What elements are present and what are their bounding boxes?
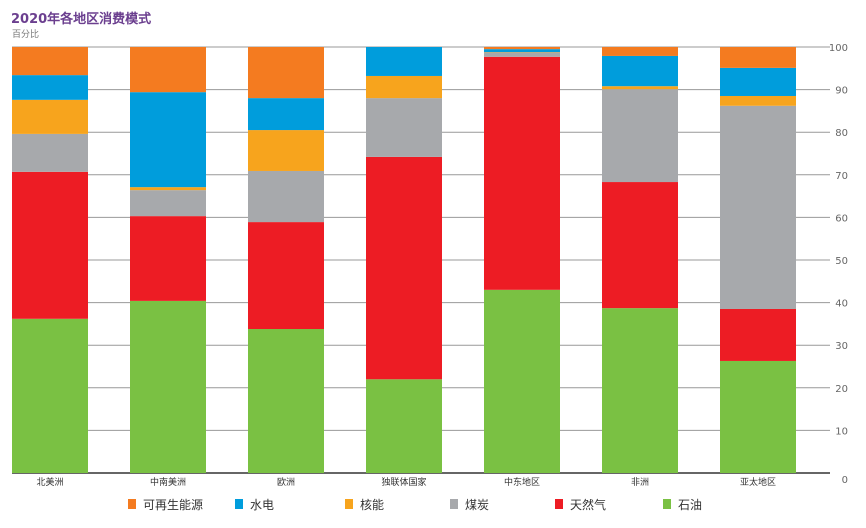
bar-segment <box>484 49 560 53</box>
bar-segment <box>130 300 206 473</box>
y-tick-label: 20 <box>835 384 848 395</box>
bar-segment <box>248 329 324 473</box>
legend-swatch <box>128 499 136 509</box>
x-category-label: 北美洲 <box>36 476 63 488</box>
legend-swatch <box>663 499 671 509</box>
bar-segment <box>248 170 324 223</box>
y-tick-label: 100 <box>829 43 848 54</box>
y-tick-label: 40 <box>835 299 848 310</box>
bar-segment <box>484 52 560 57</box>
y-tick-label: 0 <box>842 475 848 486</box>
bar-segment <box>602 47 678 56</box>
x-category-label: 亚太地区 <box>740 476 776 488</box>
bar-segment <box>602 182 678 309</box>
bar-segment <box>130 216 206 301</box>
bar-segment <box>12 171 88 319</box>
y-tick-label: 90 <box>835 86 848 97</box>
bar-segment <box>130 187 206 191</box>
bar-segment <box>720 105 796 309</box>
legend-label: 水电 <box>250 498 274 512</box>
bar-segment <box>484 289 560 473</box>
y-tick-label: 10 <box>835 426 848 437</box>
bar-segment <box>130 47 206 93</box>
bar-segment <box>602 308 678 473</box>
bar-segment <box>130 92 206 188</box>
x-category-label: 中南美洲 <box>150 476 186 488</box>
bar-segment <box>602 89 678 183</box>
bar-segment <box>366 156 442 380</box>
y-tick-label: 80 <box>835 128 848 139</box>
bar-segment <box>248 130 324 171</box>
legend-label: 石油 <box>678 498 702 512</box>
y-tick-label: 50 <box>835 256 848 267</box>
bar-segment <box>366 379 442 473</box>
legend-swatch <box>235 499 243 509</box>
bar-segment <box>366 98 442 157</box>
bar-segment <box>12 99 88 134</box>
bar-segment <box>248 98 324 131</box>
bar-segment <box>12 318 88 473</box>
bar-segment <box>12 133 88 172</box>
bar-segment <box>130 190 206 217</box>
y-tick-label: 70 <box>835 171 848 182</box>
bar-segment <box>366 75 442 99</box>
y-tick-label: 30 <box>835 341 848 352</box>
x-category-label: 中东地区 <box>504 476 540 488</box>
chart-subtitle: 百分比 <box>12 30 40 40</box>
bar-segment <box>720 67 796 96</box>
bar-segment <box>12 75 88 100</box>
y-tick-label: 60 <box>835 213 848 224</box>
legend-swatch <box>450 499 458 509</box>
bar-segment <box>720 95 796 106</box>
legend-swatch <box>345 499 353 509</box>
x-category-label: 非洲 <box>631 476 649 488</box>
bar-segment <box>720 47 796 68</box>
legend-label: 煤炭 <box>465 498 489 512</box>
legend-label: 天然气 <box>570 497 606 512</box>
legend-label: 可再生能源 <box>143 498 203 512</box>
bar-segment <box>484 56 560 290</box>
x-category-label: 欧洲 <box>277 476 295 488</box>
bar-segment <box>484 47 560 50</box>
legend-label: 核能 <box>360 498 384 512</box>
x-category-label: 独联体国家 <box>381 476 426 488</box>
bar-segment <box>720 308 796 361</box>
bar-segment <box>248 222 324 330</box>
legend-swatch <box>555 499 563 509</box>
bar-segment <box>720 360 796 473</box>
bar-segment <box>602 86 678 90</box>
bar-segment <box>12 47 88 76</box>
chart-title: 2020年各地区消费模式 <box>11 12 152 27</box>
bar-segment <box>248 47 324 99</box>
bar-segment <box>602 55 678 87</box>
bar-segment <box>366 47 442 76</box>
